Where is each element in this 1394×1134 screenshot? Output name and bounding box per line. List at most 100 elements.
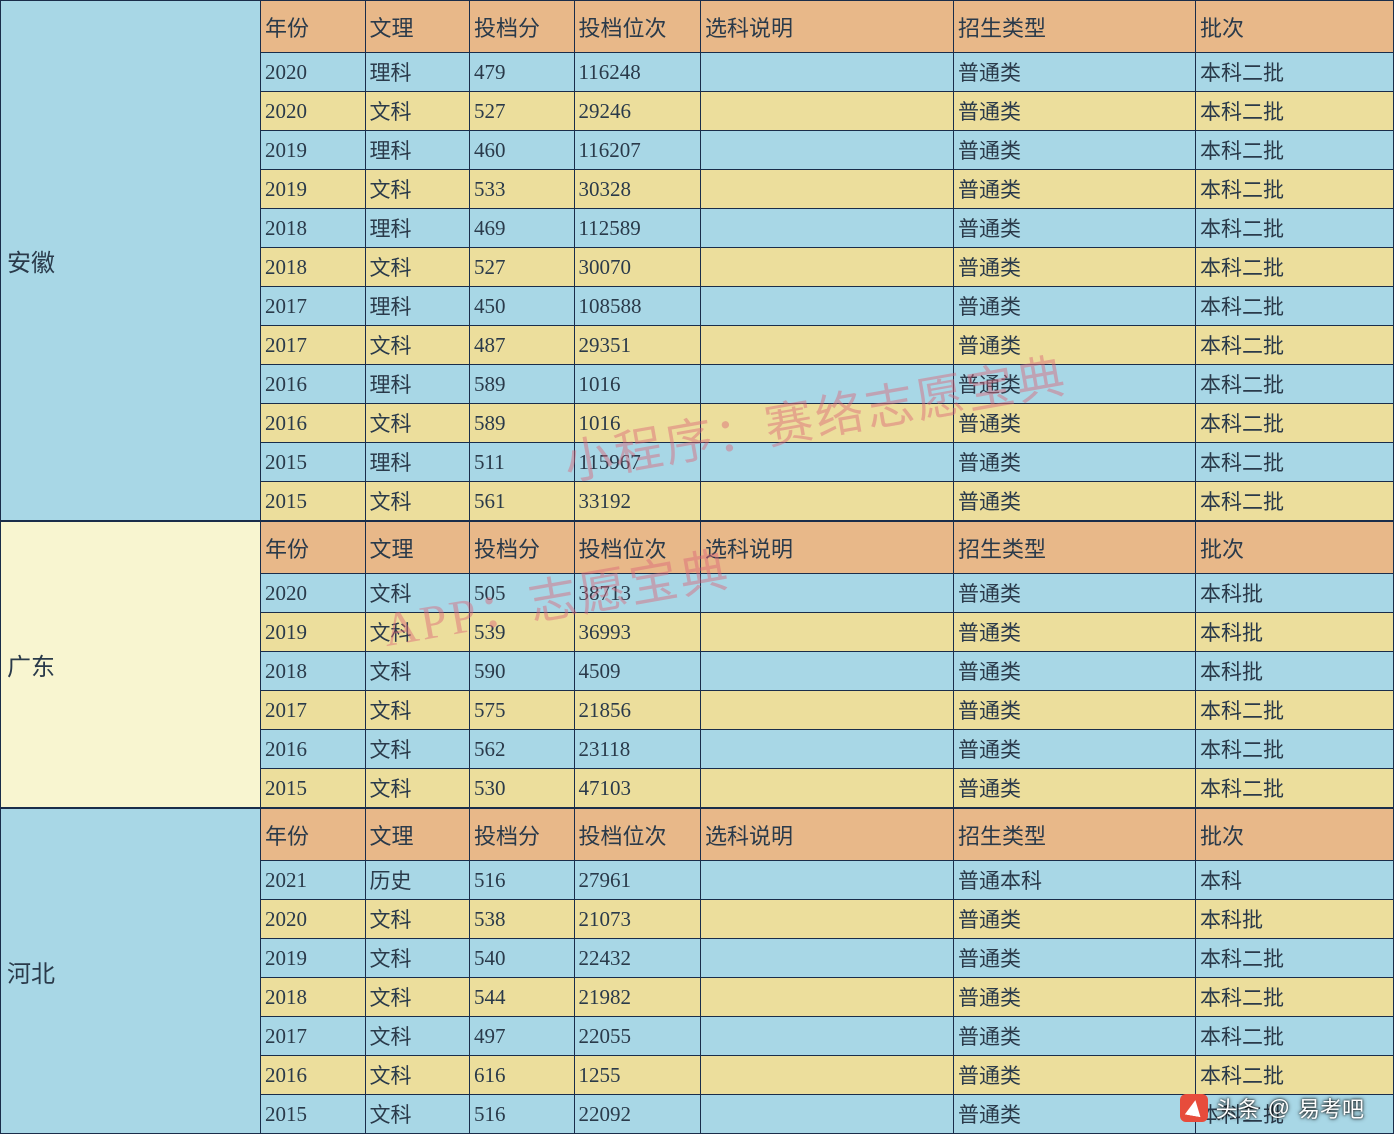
cell-subject [701, 613, 954, 652]
table-row: 2016文科6161255普通类本科二批 [261, 1056, 1394, 1095]
column-header: 文理 [365, 1, 470, 53]
cell-batch: 本科二批 [1196, 1017, 1394, 1056]
cell-score: 616 [470, 1056, 575, 1095]
cell-year: 2020 [261, 574, 366, 613]
cell-admtype: 普通类 [954, 404, 1196, 443]
cell-admtype: 普通类 [954, 248, 1196, 287]
cell-year: 2018 [261, 978, 366, 1017]
cell-subject [701, 326, 954, 365]
cell-subject [701, 1056, 954, 1095]
table-row: 2020文科52729246普通类本科二批 [261, 92, 1394, 131]
column-header: 批次 [1196, 809, 1394, 861]
cell-wenli: 理科 [365, 131, 470, 170]
province-section: 河北年份文理投档分投档位次选科说明招生类型批次2021历史51627961普通本… [0, 808, 1394, 1134]
cell-subject [701, 1095, 954, 1134]
column-header: 投档位次 [574, 1, 701, 53]
table-header-row: 年份文理投档分投档位次选科说明招生类型批次 [261, 1, 1394, 53]
column-header: 批次 [1196, 1, 1394, 53]
table-row: 2019理科460116207普通类本科二批 [261, 131, 1394, 170]
author-name: 易考吧 [1298, 1092, 1364, 1124]
cell-score: 589 [470, 404, 575, 443]
cell-subject [701, 53, 954, 92]
cell-batch: 本科二批 [1196, 53, 1394, 92]
cell-year: 2018 [261, 652, 366, 691]
province-section: 安徽年份文理投档分投档位次选科说明招生类型批次2020理科479116248普通… [0, 0, 1394, 521]
cell-wenli: 文科 [365, 1095, 470, 1134]
cell-year: 2017 [261, 1017, 366, 1056]
table-row: 2018文科52730070普通类本科二批 [261, 248, 1394, 287]
cell-wenli: 文科 [365, 482, 470, 521]
cell-year: 2019 [261, 613, 366, 652]
cell-year: 2020 [261, 53, 366, 92]
cell-batch: 本科二批 [1196, 404, 1394, 443]
table-row: 2017文科49722055普通类本科二批 [261, 1017, 1394, 1056]
cell-subject [701, 482, 954, 521]
admission-data-table: 年份文理投档分投档位次选科说明招生类型批次2020文科50538713普通类本科… [260, 521, 1394, 808]
cell-subject [701, 170, 954, 209]
cell-admtype: 普通类 [954, 730, 1196, 769]
cell-rank: 115967 [574, 443, 701, 482]
cell-year: 2016 [261, 365, 366, 404]
cell-year: 2016 [261, 1056, 366, 1095]
cell-rank: 29351 [574, 326, 701, 365]
cell-year: 2021 [261, 861, 366, 900]
cell-score: 530 [470, 769, 575, 808]
cell-admtype: 普通类 [954, 287, 1196, 326]
cell-batch: 本科二批 [1196, 92, 1394, 131]
cell-rank: 22432 [574, 939, 701, 978]
cell-batch: 本科二批 [1196, 248, 1394, 287]
cell-admtype: 普通类 [954, 482, 1196, 521]
cell-wenli: 文科 [365, 326, 470, 365]
cell-wenli: 文科 [365, 652, 470, 691]
cell-subject [701, 365, 954, 404]
cell-batch: 本科二批 [1196, 1056, 1394, 1095]
table-row: 2020文科50538713普通类本科批 [261, 574, 1394, 613]
page-wrapper: 安徽年份文理投档分投档位次选科说明招生类型批次2020理科479116248普通… [0, 0, 1394, 1134]
cell-admtype: 普通类 [954, 978, 1196, 1017]
cell-rank: 21982 [574, 978, 701, 1017]
cell-wenli: 历史 [365, 861, 470, 900]
cell-wenli: 文科 [365, 939, 470, 978]
cell-year: 2018 [261, 248, 366, 287]
cell-batch: 本科批 [1196, 652, 1394, 691]
cell-subject [701, 978, 954, 1017]
cell-batch: 本科 [1196, 861, 1394, 900]
cell-batch: 本科二批 [1196, 209, 1394, 248]
cell-subject [701, 209, 954, 248]
cell-score: 540 [470, 939, 575, 978]
cell-rank: 29246 [574, 92, 701, 131]
cell-subject [701, 939, 954, 978]
column-header: 选科说明 [701, 522, 954, 574]
cell-rank: 4509 [574, 652, 701, 691]
cell-wenli: 文科 [365, 978, 470, 1017]
cell-batch: 本科二批 [1196, 978, 1394, 1017]
cell-batch: 本科二批 [1196, 326, 1394, 365]
cell-batch: 本科批 [1196, 613, 1394, 652]
cell-wenli: 理科 [365, 365, 470, 404]
table-row: 2020文科53821073普通类本科批 [261, 900, 1394, 939]
cell-wenli: 文科 [365, 613, 470, 652]
cell-year: 2020 [261, 92, 366, 131]
cell-admtype: 普通类 [954, 131, 1196, 170]
table-row: 2019文科54022432普通类本科二批 [261, 939, 1394, 978]
province-name-cell: 广东 [0, 521, 260, 808]
cell-score: 497 [470, 1017, 575, 1056]
cell-subject [701, 730, 954, 769]
cell-batch: 本科二批 [1196, 769, 1394, 808]
cell-admtype: 普通类 [954, 574, 1196, 613]
cell-admtype: 普通类 [954, 92, 1196, 131]
cell-wenli: 文科 [365, 1017, 470, 1056]
cell-subject [701, 92, 954, 131]
admission-data-table: 年份文理投档分投档位次选科说明招生类型批次2021历史51627961普通本科本… [260, 808, 1394, 1134]
table-row: 2018文科54421982普通类本科二批 [261, 978, 1394, 1017]
cell-score: 562 [470, 730, 575, 769]
cell-wenli: 文科 [365, 730, 470, 769]
cell-rank: 33192 [574, 482, 701, 521]
cell-batch: 本科二批 [1196, 365, 1394, 404]
column-header: 文理 [365, 809, 470, 861]
table-row: 2017文科57521856普通类本科二批 [261, 691, 1394, 730]
cell-wenli: 文科 [365, 404, 470, 443]
cell-score: 479 [470, 53, 575, 92]
cell-score: 539 [470, 613, 575, 652]
cell-score: 575 [470, 691, 575, 730]
